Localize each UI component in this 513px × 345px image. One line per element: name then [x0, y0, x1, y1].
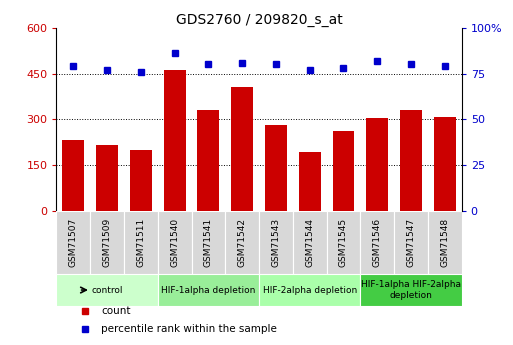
Bar: [225, 211, 259, 274]
Bar: [157, 211, 191, 274]
Text: GSM71540: GSM71540: [170, 218, 179, 267]
Text: GSM71548: GSM71548: [440, 218, 449, 267]
Bar: [259, 211, 293, 274]
Bar: [332, 131, 354, 211]
Title: GDS2760 / 209820_s_at: GDS2760 / 209820_s_at: [175, 12, 343, 27]
Text: HIF-1alpha HIF-2alpha
depletion: HIF-1alpha HIF-2alpha depletion: [361, 280, 461, 300]
Bar: [191, 211, 225, 274]
Text: GSM71507: GSM71507: [69, 218, 78, 267]
Text: GSM71547: GSM71547: [406, 218, 416, 267]
Bar: [400, 110, 422, 211]
Text: control: control: [91, 286, 123, 295]
Text: HIF-2alpha depletion: HIF-2alpha depletion: [263, 286, 357, 295]
Bar: [360, 274, 462, 306]
Text: GSM71546: GSM71546: [373, 218, 382, 267]
Bar: [327, 211, 360, 274]
Text: HIF-1alpha depletion: HIF-1alpha depletion: [161, 286, 255, 295]
Text: GSM71541: GSM71541: [204, 218, 213, 267]
Bar: [428, 211, 462, 274]
Text: GSM71509: GSM71509: [103, 218, 112, 267]
Bar: [360, 211, 394, 274]
Bar: [198, 110, 220, 211]
Text: percentile rank within the sample: percentile rank within the sample: [101, 324, 277, 334]
Text: count: count: [101, 306, 130, 316]
Bar: [265, 125, 287, 211]
Bar: [293, 211, 327, 274]
Bar: [231, 87, 253, 211]
Bar: [299, 151, 321, 211]
Bar: [124, 211, 158, 274]
Text: GSM71544: GSM71544: [305, 218, 314, 267]
Text: GSM71543: GSM71543: [271, 218, 281, 267]
Bar: [56, 274, 157, 306]
Bar: [90, 211, 124, 274]
Text: GSM71545: GSM71545: [339, 218, 348, 267]
Bar: [394, 211, 428, 274]
Bar: [164, 70, 186, 211]
Bar: [366, 118, 388, 211]
Text: GSM71511: GSM71511: [136, 218, 145, 267]
Text: GSM71542: GSM71542: [238, 218, 247, 267]
Bar: [130, 150, 152, 211]
Bar: [96, 146, 118, 211]
Bar: [434, 117, 456, 211]
Bar: [63, 140, 84, 211]
Bar: [157, 274, 259, 306]
Bar: [259, 274, 360, 306]
Bar: [56, 211, 90, 274]
